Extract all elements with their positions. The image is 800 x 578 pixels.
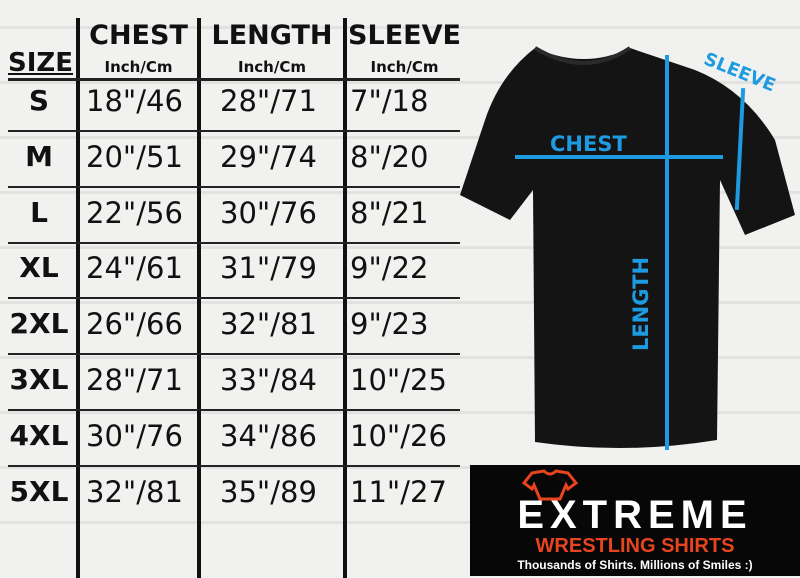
chest-line (515, 155, 723, 159)
sleeve-unit: Inch/Cm (370, 58, 439, 76)
chest-cell: 24"/61 (86, 251, 183, 286)
chest-label: CHEST (550, 132, 627, 156)
chest-cell: 26"/66 (86, 307, 183, 342)
length-label: LENGTH (629, 256, 654, 352)
size-cell: M (25, 139, 53, 173)
row-rule (8, 409, 460, 411)
header-rule (8, 78, 460, 81)
length-cell: 30"/76 (220, 195, 317, 230)
sleeve-cell: 10"/25 (350, 363, 447, 397)
sleeve-cell: 7"/18 (350, 84, 429, 118)
chest-header: CHEST (89, 20, 188, 51)
length-cell: 34"/86 (220, 418, 317, 453)
length-cell: 32"/81 (220, 307, 317, 342)
chest-cell: 20"/51 (86, 139, 183, 174)
row-rule (8, 297, 460, 300)
size-header: SIZE (8, 48, 74, 78)
sleeve-cell: 8"/21 (350, 195, 429, 230)
row-rule (8, 241, 460, 244)
length-cell: 28"/71 (220, 84, 317, 118)
chest-cell: 32"/81 (86, 474, 183, 509)
row-rule (8, 185, 460, 188)
row-rule (8, 353, 460, 356)
length-unit: Inch/Cm (238, 58, 306, 76)
length-cell: 35"/89 (220, 474, 317, 509)
chest-unit: Inch/Cm (104, 58, 173, 76)
chest-cell: 18"/46 (86, 84, 183, 118)
chest-cell: 22"/56 (86, 195, 183, 230)
sleeve-cell: 9"/22 (350, 251, 429, 286)
chest-cell: 30"/76 (86, 418, 183, 453)
chest-cell: 28"/71 (86, 363, 183, 397)
brand-subtitle: WRESTLING SHIRTS (535, 535, 735, 557)
tshirt-icon (460, 46, 795, 449)
brand-tagline: Thousands of Shirts. Millions of Smiles … (517, 558, 753, 572)
length-cell: 33"/84 (220, 363, 317, 397)
size-cell: S (28, 84, 50, 117)
sleeve-cell: 9"/23 (350, 307, 429, 342)
length-header: LENGTH (211, 20, 333, 51)
brand-logo: EXTREME WRESTLING SHIRTS Thousands of Sh… (470, 465, 800, 576)
row-rule (8, 130, 460, 132)
sleeve-cell: 8"/20 (350, 139, 429, 174)
row-rule (8, 464, 460, 467)
length-line (665, 55, 669, 450)
size-cell: XL (19, 251, 59, 285)
size-cell: 2XL (9, 307, 69, 341)
size-cell: L (30, 195, 48, 229)
sleeve-header: SLEEVE (348, 20, 461, 51)
length-cell: 31"/79 (220, 251, 317, 286)
sleeve-cell: 11"/27 (350, 474, 447, 509)
brand-name: EXTREME (517, 493, 753, 537)
sleeve-cell: 10"/26 (350, 418, 447, 453)
size-cell: 4XL (9, 418, 69, 452)
size-cell: 3XL (9, 363, 69, 396)
length-cell: 29"/74 (220, 139, 317, 174)
size-cell: 5XL (9, 474, 69, 508)
shirt-logo-icon (521, 469, 579, 501)
